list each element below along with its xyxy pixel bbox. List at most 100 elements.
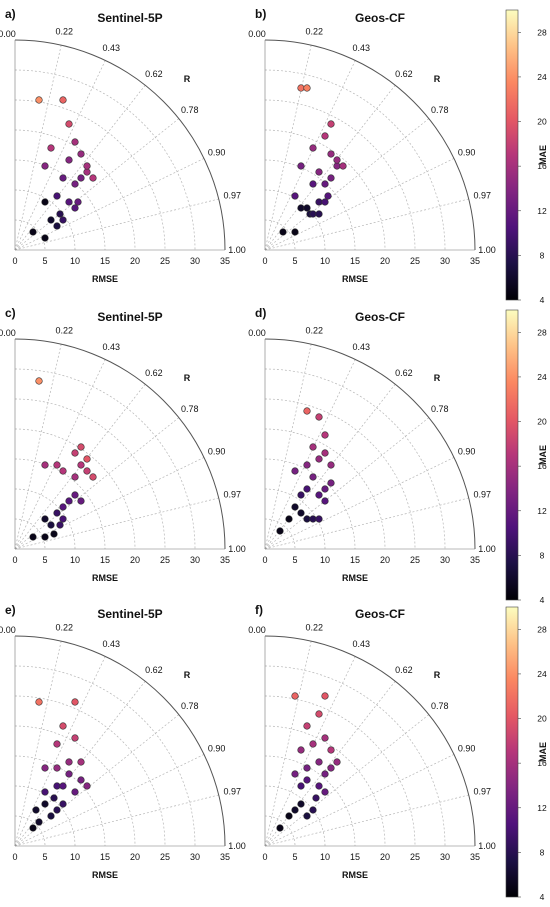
data-point (41, 515, 49, 523)
outer-arc (14, 39, 226, 251)
panel-letter: f) (255, 603, 263, 617)
data-point (309, 180, 317, 188)
data-point (35, 96, 43, 104)
rmse-grid-arc (14, 695, 166, 847)
data-point (297, 491, 305, 499)
correlation-tick-label: 1.00 (478, 245, 496, 255)
data-point (29, 824, 37, 832)
data-point (41, 800, 49, 808)
rmse-tick-label: 25 (410, 555, 420, 565)
rmse-grid-arc (264, 398, 416, 550)
correlation-grid-line (14, 754, 205, 847)
rmse-grid-arc (264, 815, 296, 847)
correlation-tick-label: 0.90 (208, 446, 226, 456)
data-point (327, 150, 335, 158)
outer-arc (264, 39, 476, 251)
data-point (321, 132, 329, 140)
data-point (53, 764, 61, 772)
data-point (41, 461, 49, 469)
data-point (50, 530, 58, 538)
rmse-tick-label: 15 (350, 256, 360, 266)
rmse-tick-label: 0 (262, 555, 267, 565)
panel-title: Geos-CF (355, 11, 405, 25)
data-point (71, 449, 79, 457)
correlation-tick-label: 0.97 (224, 490, 242, 500)
correlation-grid-line (14, 45, 62, 251)
rmse-grid-arc (264, 129, 386, 251)
correlation-grid-line (264, 344, 312, 550)
x-axis-label: RMSE (342, 870, 368, 880)
data-point (71, 788, 79, 796)
rmse-tick-label: 10 (70, 256, 80, 266)
panel-title: Geos-CF (355, 310, 405, 324)
rmse-tick-label: 0 (262, 852, 267, 862)
rmse-tick-label: 25 (410, 256, 420, 266)
data-point (315, 455, 323, 463)
rmse-grid-arc (14, 428, 136, 550)
rmse-tick-label: 35 (470, 852, 480, 862)
correlation-tick-label: 0.43 (353, 342, 371, 352)
correlation-tick-label: 0.22 (306, 26, 324, 36)
correlation-axis-label: R (184, 74, 191, 84)
panel-letter: a) (5, 7, 16, 21)
correlation-axis-label: R (184, 373, 191, 383)
panel-letter: c) (5, 306, 16, 320)
rmse-grid-arc (14, 518, 46, 550)
correlation-tick-label: 0.78 (181, 105, 199, 115)
taylor-panel-a: a) Sentinel-5P 0 5 10 15 20 25 30 35 RMSE 0.00 0.22 0… (0, 7, 246, 284)
rmse-grid-arc (264, 69, 446, 251)
rmse-tick-label: 30 (190, 555, 200, 565)
correlation-tick-label: 0.90 (458, 743, 476, 753)
correlation-grid-line (14, 359, 106, 550)
rmse-grid-arc (14, 815, 46, 847)
colorbar-tick-label: 12 (537, 803, 547, 813)
data-point (59, 515, 67, 523)
colorbar-label: MAE (538, 445, 548, 465)
data-point (315, 515, 323, 523)
correlation-tick-label: 0.43 (103, 639, 121, 649)
data-point (321, 180, 329, 188)
rmse-grid-arc (264, 368, 446, 550)
data-point (297, 204, 305, 212)
data-point (324, 192, 332, 200)
data-point (333, 758, 341, 766)
rmse-tick-label: 35 (470, 555, 480, 565)
outer-arc (14, 338, 226, 550)
rmse-tick-label: 5 (42, 852, 47, 862)
correlation-grid-line (14, 656, 106, 847)
data-point (303, 461, 311, 469)
colorbar-tick-label: 20 (537, 714, 547, 724)
rmse-tick-label: 15 (350, 852, 360, 862)
correlation-grid-line (264, 45, 312, 251)
correlation-tick-label: 0.97 (474, 191, 492, 201)
correlation-tick-label: 0.22 (56, 622, 74, 632)
data-point (276, 527, 284, 535)
data-point (83, 467, 91, 475)
taylor-panel-c: c) Sentinel-5P 0 5 10 15 20 25 30 35 RMSE 0.00 0.22 0… (0, 306, 246, 583)
data-point (59, 800, 67, 808)
correlation-tick-label: 1.00 (478, 544, 496, 554)
data-point (309, 515, 317, 523)
panel-letter: b) (255, 7, 266, 21)
rmse-tick-label: 30 (440, 852, 450, 862)
data-point (41, 234, 49, 242)
rmse-tick-label: 20 (380, 256, 390, 266)
correlation-tick-label: 0.00 (0, 29, 16, 39)
data-point (59, 96, 67, 104)
rmse-tick-label: 5 (292, 555, 297, 565)
correlation-grid-line (264, 457, 455, 550)
data-point (327, 120, 335, 128)
data-point (41, 162, 49, 170)
rmse-tick-label: 20 (380, 555, 390, 565)
data-point (71, 473, 79, 481)
data-point (339, 162, 347, 170)
data-point (71, 734, 79, 742)
rmse-grid-arc (14, 368, 196, 550)
rmse-tick-label: 20 (380, 852, 390, 862)
data-point (303, 485, 311, 493)
correlation-tick-label: 0.97 (224, 787, 242, 797)
rmse-tick-label: 30 (440, 555, 450, 565)
correlation-tick-label: 0.22 (306, 325, 324, 335)
colorbar-tick-label: 24 (537, 669, 547, 679)
data-point (35, 698, 43, 706)
